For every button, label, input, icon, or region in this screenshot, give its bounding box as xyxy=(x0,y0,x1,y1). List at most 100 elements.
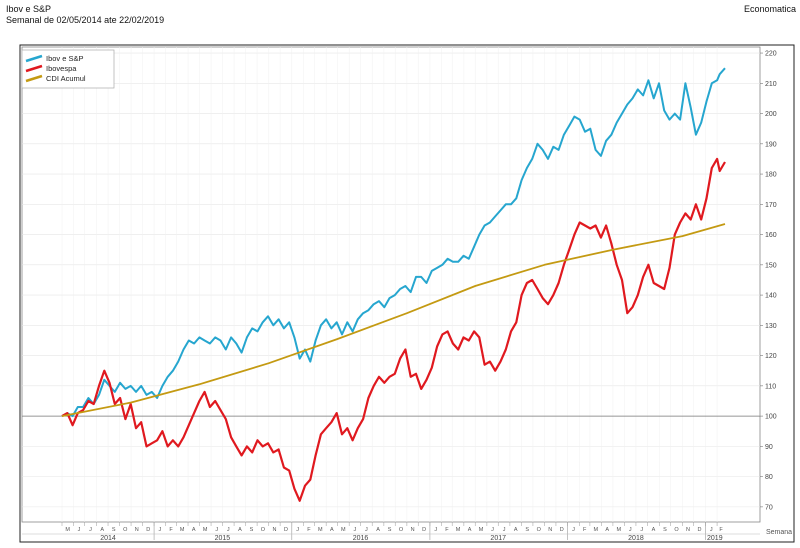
grid-lines xyxy=(22,47,760,522)
legend-swatch xyxy=(25,74,43,83)
series-line-1 xyxy=(61,67,726,418)
month-tick-label: M xyxy=(479,527,484,533)
month-tick-label: M xyxy=(616,527,621,533)
plot-area xyxy=(21,46,761,523)
x-axis-label: Semana xyxy=(766,529,792,536)
month-tick-label: A xyxy=(376,527,380,533)
month-tick-label: J xyxy=(710,527,713,533)
month-tick-label: A xyxy=(605,527,609,533)
year-label: 2019 xyxy=(707,535,723,542)
month-tick-label: M xyxy=(341,527,346,533)
legend-label: Ibov e S&P xyxy=(46,54,84,63)
month-tick-label: J xyxy=(353,527,356,533)
legend-label: CDI Acumul xyxy=(46,74,86,83)
legend-label: Ibovespa xyxy=(46,64,77,73)
month-tick-label: F xyxy=(445,527,449,533)
y-tick-label: 170 xyxy=(765,202,777,209)
data-source-label: Economatica xyxy=(743,4,796,14)
month-tick-label: O xyxy=(399,527,404,533)
month-tick-label: F xyxy=(719,527,723,533)
month-tick-label: J xyxy=(159,527,162,533)
month-tick-label: D xyxy=(284,527,288,533)
month-tick-label: F xyxy=(169,527,173,533)
month-tick-label: M xyxy=(203,527,208,533)
month-tick-label: F xyxy=(583,527,587,533)
y-tick-label: 70 xyxy=(765,504,773,511)
y-tick-label: 90 xyxy=(765,444,773,451)
series-line-3 xyxy=(61,223,726,417)
month-tick-label: M xyxy=(318,527,323,533)
month-tick-label: A xyxy=(238,527,242,533)
month-tick-label: A xyxy=(330,527,334,533)
month-tick-label: J xyxy=(78,527,81,533)
month-tick-label: S xyxy=(663,527,667,533)
series-group xyxy=(61,67,726,502)
month-tick-label: O xyxy=(674,527,679,533)
y-tick-label: 140 xyxy=(765,293,777,300)
month-tick-label: D xyxy=(146,527,150,533)
month-tick-label: D xyxy=(560,527,564,533)
month-tick-label: A xyxy=(468,527,472,533)
month-tick-label: M xyxy=(456,527,461,533)
month-tick-label: O xyxy=(261,527,266,533)
y-tick-label: 220 xyxy=(765,51,777,58)
month-tick-label: D xyxy=(698,527,702,533)
month-tick-label: J xyxy=(227,527,230,533)
month-tick-label: A xyxy=(652,527,656,533)
month-tick-label: N xyxy=(548,527,552,533)
year-label: 2018 xyxy=(628,535,644,542)
y-tick-label: 100 xyxy=(765,414,777,421)
month-tick-label: J xyxy=(491,527,494,533)
month-tick-label: F xyxy=(307,527,311,533)
month-tick-label: J xyxy=(89,527,92,533)
month-tick-label: N xyxy=(411,527,415,533)
month-tick-label: J xyxy=(296,527,299,533)
month-tick-label: M xyxy=(180,527,185,533)
y-tick-label: 130 xyxy=(765,323,777,330)
y-tick-label: 190 xyxy=(765,141,777,148)
month-tick-label: N xyxy=(272,527,276,533)
year-label: 2016 xyxy=(353,535,369,542)
month-tick-label: A xyxy=(100,527,104,533)
month-tick-label: S xyxy=(525,527,529,533)
month-tick-label: M xyxy=(593,527,598,533)
month-tick-label: J xyxy=(434,527,437,533)
month-tick-label: J xyxy=(215,527,218,533)
month-tick-label: A xyxy=(192,527,196,533)
year-label: 2015 xyxy=(215,535,231,542)
y-tick-label: 200 xyxy=(765,111,777,118)
month-tick-label: J xyxy=(503,527,506,533)
y-tick-label: 210 xyxy=(765,81,777,88)
month-tick-label: N xyxy=(686,527,690,533)
year-label: 2014 xyxy=(100,535,116,542)
month-tick-label: J xyxy=(365,527,368,533)
month-tick-label: O xyxy=(537,527,542,533)
year-label: 2017 xyxy=(490,535,506,542)
legend-swatch xyxy=(25,54,43,63)
month-tick-label: S xyxy=(112,527,116,533)
chart-subtitle: Semanal de 02/05/2014 ate 22/02/2019 xyxy=(6,15,165,25)
y-tick-label: 110 xyxy=(765,383,776,390)
y-tick-label: 150 xyxy=(765,262,777,269)
legend-swatch xyxy=(25,64,43,73)
y-axis: 70 80 90 100 110 120 130 140 150 160 170 180 190 200 2… xyxy=(760,51,777,511)
month-tick-label: J xyxy=(640,527,643,533)
month-tick-label: N xyxy=(135,527,139,533)
y-tick-label: 180 xyxy=(765,172,777,179)
month-tick-label: O xyxy=(123,527,128,533)
month-tick-label: J xyxy=(572,527,575,533)
month-tick-label: J xyxy=(629,527,632,533)
month-tick-label: S xyxy=(250,527,254,533)
y-tick-label: 80 xyxy=(765,474,773,481)
month-tick-label: M xyxy=(65,527,70,533)
chart-title: Ibov e S&P xyxy=(6,4,52,14)
month-tick-label: A xyxy=(514,527,518,533)
outer-frame xyxy=(19,44,795,543)
month-tick-label: S xyxy=(388,527,392,533)
month-tick-label: D xyxy=(422,527,426,533)
y-tick-label: 120 xyxy=(765,353,777,360)
y-tick-label: 160 xyxy=(765,232,777,239)
